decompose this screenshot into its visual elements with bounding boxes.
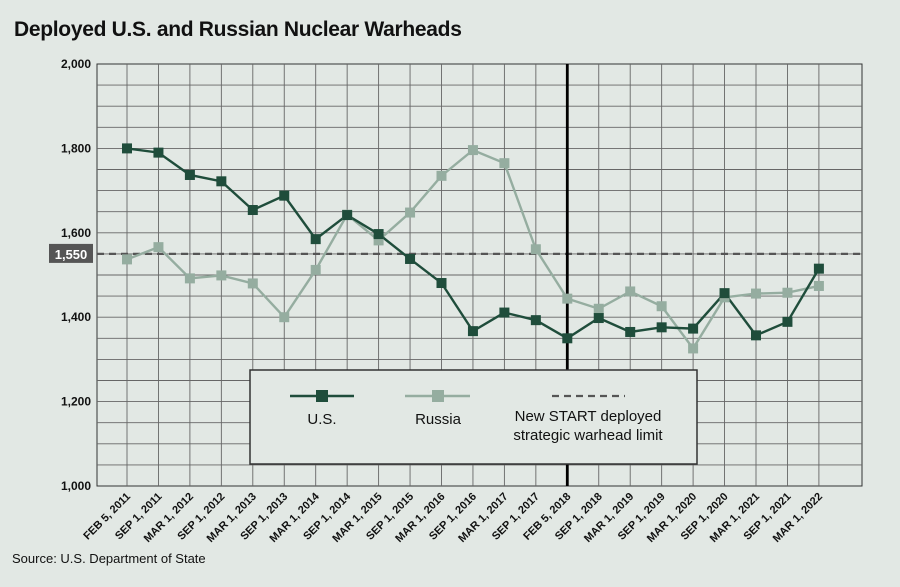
- data-point-russia: [530, 244, 541, 255]
- chart-title: Deployed U.S. and Russian Nuclear Warhea…: [14, 18, 462, 41]
- data-point-russia: [247, 278, 258, 289]
- data-point-russia: [499, 158, 510, 169]
- data-point-russia: [813, 280, 824, 291]
- data-point-russia: [593, 303, 604, 314]
- data-point-us: [562, 333, 573, 344]
- data-point-us: [153, 147, 164, 158]
- data-point-russia: [279, 312, 290, 323]
- data-point-us: [184, 169, 195, 180]
- data-point-us: [656, 322, 667, 333]
- data-point-us: [530, 315, 541, 326]
- legend-swatch-marker-us: [316, 390, 328, 402]
- data-point-russia: [751, 288, 761, 299]
- legend-label-limit-line2: strategic warhead limit: [513, 427, 663, 444]
- series-layer: [122, 143, 824, 354]
- y-tick-label: 1,000: [61, 479, 91, 493]
- legend-label-russia: Russia: [415, 411, 462, 428]
- data-point-us: [373, 229, 384, 240]
- data-point-russia: [310, 264, 321, 275]
- data-point-us: [342, 210, 353, 221]
- data-point-us: [247, 205, 258, 216]
- legend-label-us: U.S.: [307, 411, 336, 428]
- limit-label-box: [49, 243, 93, 263]
- limit-label: 1,550: [55, 247, 88, 262]
- data-point-russia: [562, 293, 573, 304]
- y-tick-label: 1,800: [61, 141, 91, 155]
- legend-box: [249, 369, 698, 465]
- data-point-us: [625, 326, 636, 337]
- data-point-russia: [782, 287, 793, 298]
- y-tick-label: 1,200: [61, 395, 91, 409]
- data-point-russia: [467, 145, 478, 156]
- data-point-russia: [656, 301, 667, 312]
- legend: U.S. Russia New START deployed strategic wa…: [249, 369, 698, 465]
- data-point-russia: [373, 235, 384, 246]
- data-point-us: [813, 263, 824, 274]
- y-tick-label: 1,600: [61, 226, 91, 240]
- data-point-russia: [184, 273, 195, 284]
- data-point-us: [122, 143, 132, 154]
- data-point-us: [467, 326, 478, 337]
- data-point-russia: [436, 170, 447, 181]
- data-point-us: [751, 330, 761, 341]
- y-tick-label: 1,400: [61, 310, 91, 324]
- data-point-us: [436, 278, 447, 289]
- source-note: Source: U.S. Department of State: [12, 551, 206, 566]
- data-point-russia: [153, 242, 164, 253]
- y-tick-label: 2,000: [61, 57, 91, 71]
- data-point-us: [279, 190, 290, 201]
- data-point-us: [688, 323, 699, 334]
- legend-swatch-marker-russia: [432, 390, 444, 402]
- data-point-russia: [122, 254, 132, 265]
- data-point-us: [310, 234, 321, 245]
- legend-label-limit-line1: New START deployed: [515, 408, 662, 425]
- data-point-russia: [625, 286, 636, 297]
- limit-reference: 1,550: [49, 243, 862, 263]
- data-point-russia: [216, 270, 227, 281]
- data-point-russia: [688, 343, 699, 354]
- data-point-us: [593, 313, 604, 324]
- data-point-us: [499, 307, 510, 318]
- data-point-russia: [405, 207, 416, 218]
- data-point-us: [405, 253, 416, 264]
- data-point-us: [216, 176, 227, 187]
- data-point-us: [782, 316, 793, 327]
- y-axis: 1,000 1,200 1,400 1,600 1,800 2,000: [61, 57, 91, 493]
- data-point-us: [719, 288, 730, 299]
